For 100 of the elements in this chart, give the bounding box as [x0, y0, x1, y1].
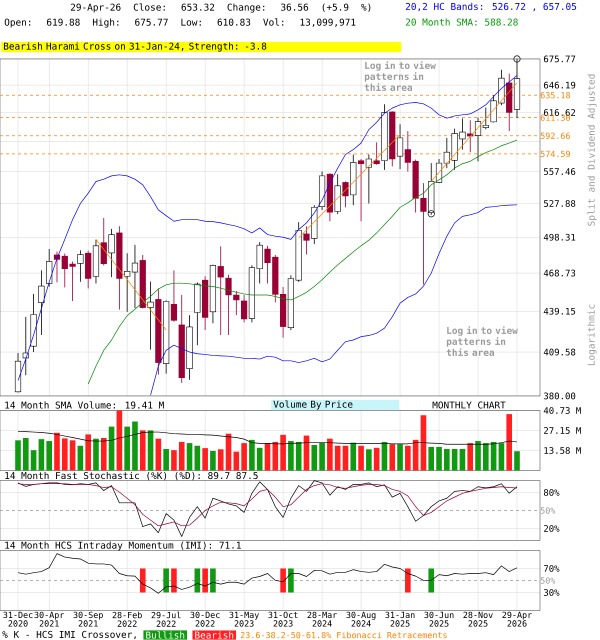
bar: [116, 410, 122, 471]
candlestick: [303, 226, 310, 255]
x-tick-label: 30-Sep 2021: [74, 612, 103, 627]
bar: [15, 440, 21, 471]
text: 23.6-38.2-50-61.8% Fibonacci Retracements: [240, 632, 447, 638]
text: Bullish: [146, 631, 184, 639]
bar: [178, 442, 185, 471]
candlestick: [218, 246, 224, 336]
line-series: [18, 553, 518, 594]
bar: [140, 430, 146, 471]
bar: [467, 443, 474, 471]
ref-line-label: 50%: [540, 577, 556, 584]
bar: [374, 448, 380, 471]
bar: [132, 421, 138, 471]
candlestick: [77, 250, 84, 282]
y-tick-label: 616.62: [544, 109, 576, 116]
x-tick-label: 28-Feb 2022: [112, 612, 142, 627]
candlestick: [366, 154, 372, 204]
y-tick-label: 27.15 M: [544, 427, 581, 434]
x-tick-label: 29-Jul 2022: [152, 612, 181, 627]
bar: [452, 448, 458, 471]
x-tick-label: 29-Apr 2026: [502, 612, 532, 627]
y-tick-label: 498.31: [544, 234, 576, 241]
line-series: [150, 204, 518, 396]
chart-title: 14 Month Fast Stochastic (%K) (%D): 89.7 87.5: [5, 472, 258, 480]
ref-line-label: 50%: [540, 507, 556, 514]
bar: [358, 446, 364, 471]
candlestick: [108, 228, 115, 278]
chart-subtitle: Open: 619.88 High: 675.77 Low: 610.83 Vol: 13,099,971: [4, 18, 356, 28]
candlestick: [38, 270, 44, 336]
bar: [218, 449, 224, 471]
bar: [30, 450, 36, 471]
bar: [108, 426, 114, 471]
bar: [389, 444, 396, 471]
y-tick-label: 13.58 M: [544, 447, 581, 454]
text: 20,2 HC Bands: 526.72 , 657.05: [406, 2, 576, 12]
bar: [483, 443, 489, 471]
bar: [241, 443, 247, 471]
candlestick: [358, 158, 364, 222]
bar: [319, 442, 325, 471]
bar: [420, 415, 426, 471]
bar: [311, 445, 318, 471]
chart-title: 14 Month HCS Intraday Momentum (IMI): 71.1: [5, 541, 241, 551]
x-tick-label: 30-Dec 2022: [190, 612, 220, 627]
candlestick: [100, 218, 107, 266]
bar: [62, 438, 68, 471]
bar: [490, 442, 496, 471]
annotation: Log in to view patterns in this area: [446, 326, 518, 356]
bar: [382, 442, 388, 471]
bar: [514, 451, 520, 471]
y-tick-label: 468.73: [544, 270, 576, 276]
bar: [194, 446, 200, 471]
ref-line-label: 574.59: [540, 150, 570, 158]
bar: [397, 444, 403, 471]
bar: [366, 449, 372, 471]
y-tick-label: 30%: [544, 589, 560, 596]
candlestick: [46, 248, 52, 288]
candlestick: [22, 316, 29, 376]
bar: [296, 442, 302, 471]
bar: [405, 446, 411, 471]
bar: [428, 446, 434, 471]
bar: [350, 442, 356, 471]
text: 20 Month SMA: 588.28: [406, 18, 518, 26]
bar: [288, 441, 294, 471]
bar: [163, 448, 169, 471]
bar: [202, 448, 208, 471]
bar: [100, 438, 107, 471]
bar: [256, 448, 263, 471]
bar: [444, 448, 450, 471]
y-tick-label: 557.46: [544, 168, 576, 175]
y-tick-label: 20%: [544, 525, 560, 532]
bar: [171, 450, 177, 471]
x-tick-label: 28-Nov 2025: [463, 612, 493, 627]
candlestick: [467, 120, 474, 153]
bar: [342, 446, 348, 471]
x-tick-label: 31-May 2023: [230, 612, 259, 627]
candlestick: [147, 281, 154, 350]
y-tick-label: 380.00: [544, 392, 576, 400]
candlestick: [396, 124, 404, 170]
bar: [304, 436, 310, 471]
bar: [280, 434, 286, 471]
bar: [186, 443, 192, 471]
ref-line-label: 592.66: [540, 132, 570, 139]
x-tick-label: 31-Jan 2025: [385, 612, 414, 627]
x-tick-label: 30-Aug 2024: [346, 612, 376, 627]
y-tick-label: 439.15: [544, 308, 576, 315]
bar: [148, 430, 154, 471]
bar: [226, 434, 232, 471]
y-tick-label: 409.58: [544, 348, 576, 356]
bar: [70, 440, 76, 471]
bar: [234, 452, 240, 471]
x-tick-label: 30-Jun 2025: [424, 612, 454, 627]
text: Bearish Harami Cross on 31-Jan-24, Strength: -3.8: [4, 42, 266, 52]
bar: [22, 438, 29, 471]
x-tick-label: 30-Apr 2021: [34, 612, 64, 627]
chart-title: 14 Month SMA Volume: 19.41 M: [5, 401, 164, 409]
y-axis-title: Split and Dividend Adjusted: [587, 74, 597, 226]
bar: [124, 426, 130, 471]
x-tick-label: 31-Dec 2020: [3, 612, 32, 627]
x-tick-label: 28-Mar 2024: [308, 612, 337, 627]
